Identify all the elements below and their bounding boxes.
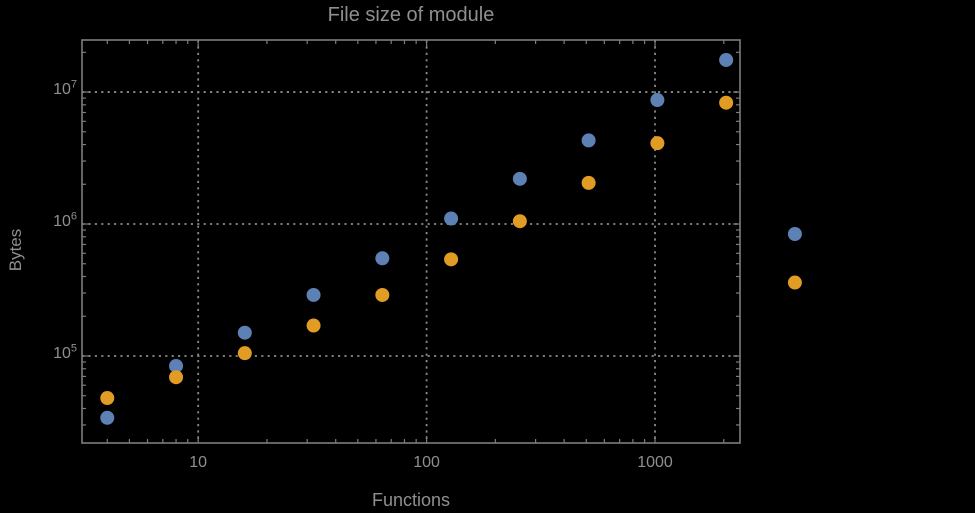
data-point-orange-series — [719, 95, 734, 110]
data-point-orange-series — [787, 275, 802, 290]
data-point-orange-series — [375, 287, 390, 302]
data-point-orange-series — [512, 214, 527, 229]
x-tick-label: 10 — [189, 454, 208, 471]
data-point-blue-series — [444, 211, 459, 226]
data-point-blue-series — [306, 287, 321, 302]
data-point-blue-series — [581, 133, 596, 148]
plot-frame — [81, 39, 741, 444]
y-tick-label: 105 — [53, 342, 77, 362]
y-tick-label: 106 — [53, 210, 77, 230]
y-tick-label: 107 — [53, 78, 77, 99]
data-point-orange-series — [444, 252, 459, 267]
data-point-orange-series — [100, 391, 115, 406]
data-point-blue-series — [169, 358, 184, 373]
data-point-blue-series — [650, 93, 665, 108]
data-point-orange-series — [169, 370, 184, 385]
data-point-blue-series — [100, 410, 115, 425]
data-point-blue-series — [787, 227, 802, 242]
data-point-blue-series — [512, 171, 527, 186]
data-point-orange-series — [306, 318, 321, 333]
data-point-orange-series — [581, 175, 596, 190]
y-axis-title: Bytes — [6, 228, 25, 272]
x-axis-title: Functions — [371, 490, 451, 510]
data-point-blue-series — [237, 325, 252, 340]
x-tick-label: 1000 — [637, 454, 673, 471]
data-point-orange-series — [650, 136, 665, 151]
x-tick-label: 100 — [413, 454, 440, 471]
data-point-blue-series — [375, 251, 390, 266]
data-point-blue-series — [719, 52, 734, 67]
chart-title: File size of module — [327, 4, 495, 26]
data-point-orange-series — [237, 346, 252, 361]
